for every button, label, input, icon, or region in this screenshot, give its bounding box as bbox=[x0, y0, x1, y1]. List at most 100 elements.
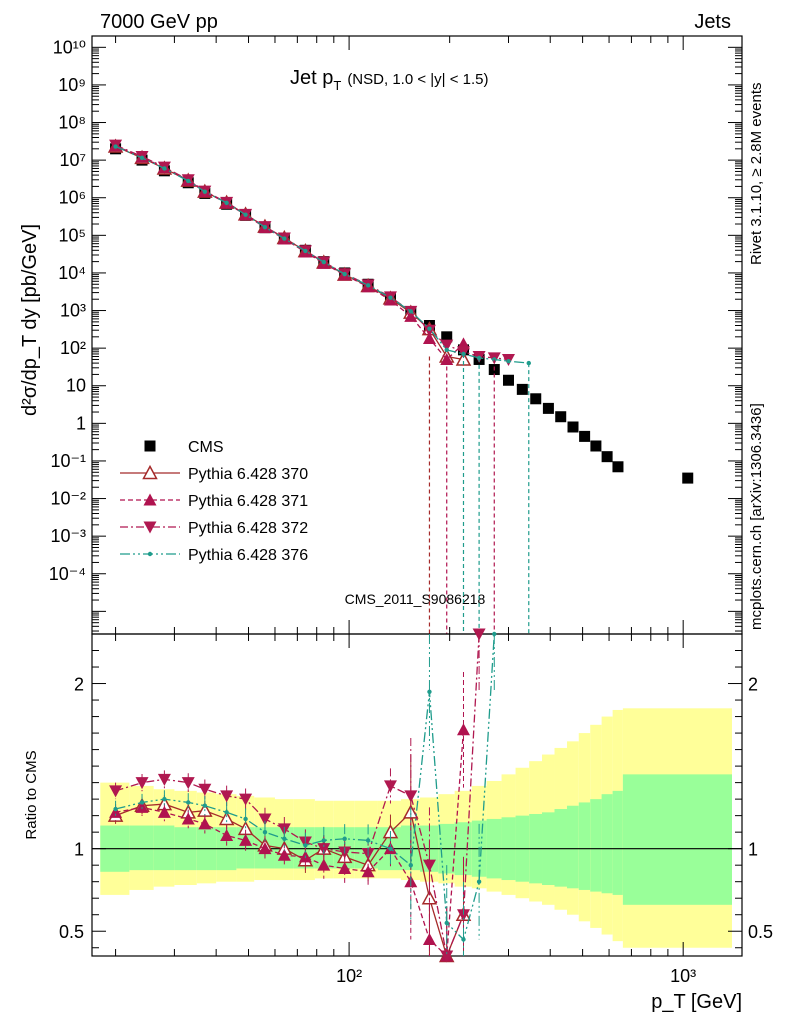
data-point bbox=[579, 430, 591, 442]
main-y-axis-label-text: d²σ/dp_T dy [pb/GeV] bbox=[19, 224, 41, 416]
data-point bbox=[186, 178, 191, 184]
data-point bbox=[444, 347, 449, 353]
ratio-point bbox=[157, 805, 171, 818]
ratio-y-axis-label-text: Ratio to CMS bbox=[23, 750, 40, 839]
ratio-point bbox=[202, 803, 208, 808]
y-tick-label: 2 bbox=[74, 675, 84, 695]
main-y-ticks: 10⁻⁴ 10⁻³ 10⁻² 10⁻¹ 1 10 10² 10³ 10⁴ 10⁵ 10⁶ 10⁷ 10⁸… bbox=[49, 35, 742, 632]
series-line bbox=[115, 145, 464, 361]
mcplots-label: mcplots.cern.ch [arXiv:1306.3436] bbox=[748, 403, 765, 630]
data-point bbox=[440, 339, 454, 352]
ratio-point bbox=[422, 859, 436, 872]
y-tick-label: 10⁴ bbox=[58, 263, 86, 283]
main-frame bbox=[91, 35, 743, 635]
data-point bbox=[601, 451, 613, 463]
ratio-line bbox=[115, 729, 465, 958]
ratio-point bbox=[342, 836, 347, 841]
ratio-point bbox=[444, 920, 449, 926]
y-tick-label: 10⁻⁴ bbox=[49, 564, 86, 584]
legend-entry: Pythia 6.428 371 bbox=[120, 493, 308, 510]
series-pythia-6.428-376 bbox=[113, 144, 531, 366]
data-point bbox=[243, 212, 248, 217]
ratio-point bbox=[277, 848, 291, 861]
y-tick-label: 10 bbox=[66, 376, 86, 396]
ratio-point bbox=[157, 773, 171, 786]
legend-label: Pythia 6.428 372 bbox=[188, 520, 308, 537]
legend-marker bbox=[142, 464, 158, 480]
ratio-x-ticks bbox=[115, 634, 684, 956]
y-tick-label: 1 bbox=[74, 840, 84, 860]
series-line bbox=[115, 145, 464, 361]
y-tick-label: 10⁻³ bbox=[50, 526, 86, 546]
ratio-point bbox=[404, 790, 418, 803]
ratio-point bbox=[321, 838, 326, 843]
ratio-y-ticks: 0.5 0.5 1 1 2 2 bbox=[59, 650, 773, 949]
y-tick-label: 0.5 bbox=[59, 922, 84, 942]
y-tick-label: 10³ bbox=[60, 301, 86, 321]
legend-entry: Pythia 6.428 370 bbox=[120, 464, 308, 483]
ratio-line bbox=[115, 633, 495, 941]
ratio-point bbox=[427, 689, 432, 694]
data-point bbox=[542, 402, 554, 414]
ratio-point bbox=[303, 843, 308, 848]
uncertainty-band-inner bbox=[601, 794, 613, 894]
data-point bbox=[506, 358, 511, 364]
ratio-point bbox=[492, 631, 497, 637]
uncertainty-band-inner bbox=[578, 802, 591, 890]
ratio-point bbox=[243, 816, 248, 822]
data-point bbox=[139, 155, 145, 161]
ratio-point bbox=[338, 861, 352, 874]
ratio-point bbox=[198, 783, 212, 796]
data-point bbox=[408, 309, 413, 314]
ratio-point bbox=[317, 858, 331, 871]
ratio-panel: 0.5 0.5 1 1 2 2 10² 10³ bbox=[59, 628, 773, 986]
header-right: Jets bbox=[694, 11, 731, 33]
ratio-point bbox=[422, 932, 436, 945]
ratio-point bbox=[220, 790, 234, 803]
y-tick-label: 10⁻¹ bbox=[50, 451, 86, 471]
ratio-point bbox=[109, 805, 123, 818]
y-tick-label: 10⁷ bbox=[59, 150, 86, 170]
watermark: CMS_2011_S9086218 bbox=[345, 591, 486, 607]
data-point bbox=[516, 383, 528, 395]
data-point bbox=[388, 295, 393, 300]
legend-label: Pythia 6.428 371 bbox=[188, 493, 308, 510]
y-tick-label-right: 1 bbox=[748, 840, 758, 860]
ratio-point bbox=[456, 723, 470, 736]
x-tick-label: 10³ bbox=[670, 966, 696, 986]
uncertainty-band-inner bbox=[554, 809, 567, 887]
main-x-ticks bbox=[115, 36, 684, 634]
data-point bbox=[530, 393, 542, 405]
ratio-point bbox=[461, 937, 466, 942]
ratio-point bbox=[139, 800, 145, 805]
ratio-point bbox=[109, 785, 123, 798]
ratio-point bbox=[220, 828, 234, 841]
header-left: 7000 GeV pp bbox=[100, 11, 218, 33]
data-point bbox=[224, 200, 229, 206]
legend-label: Pythia 6.428 370 bbox=[188, 466, 308, 483]
data-point bbox=[492, 357, 497, 362]
ratio-point bbox=[456, 909, 470, 922]
main-y-axis-label: d²σ/dp_T dy [pb/GeV] bbox=[19, 224, 41, 416]
data-point bbox=[502, 374, 514, 386]
data-point bbox=[441, 331, 453, 343]
ratio-point bbox=[186, 800, 191, 805]
ratio-point bbox=[258, 813, 272, 826]
data-point bbox=[282, 236, 287, 241]
data-point bbox=[682, 472, 694, 484]
y-tick-label-right: 0.5 bbox=[748, 922, 773, 942]
y-tick-label: 1 bbox=[76, 413, 86, 433]
plot-title-sub: T bbox=[333, 78, 341, 93]
ratio-line bbox=[115, 803, 465, 958]
series-line bbox=[115, 144, 509, 361]
legend-marker bbox=[144, 440, 156, 452]
main-panel: 10⁻⁴ 10⁻³ 10⁻² 10⁻¹ 1 10 10² 10³ 10⁴ 10⁵ 10⁶ 10⁷ 10⁸… bbox=[49, 35, 743, 635]
legend-label: CMS bbox=[188, 439, 224, 456]
series-line bbox=[115, 145, 529, 364]
data-point bbox=[162, 166, 167, 171]
data-point bbox=[555, 411, 567, 423]
legend-marker bbox=[147, 551, 153, 557]
ratio-point bbox=[181, 777, 195, 790]
legend-entry: CMS bbox=[144, 439, 224, 456]
